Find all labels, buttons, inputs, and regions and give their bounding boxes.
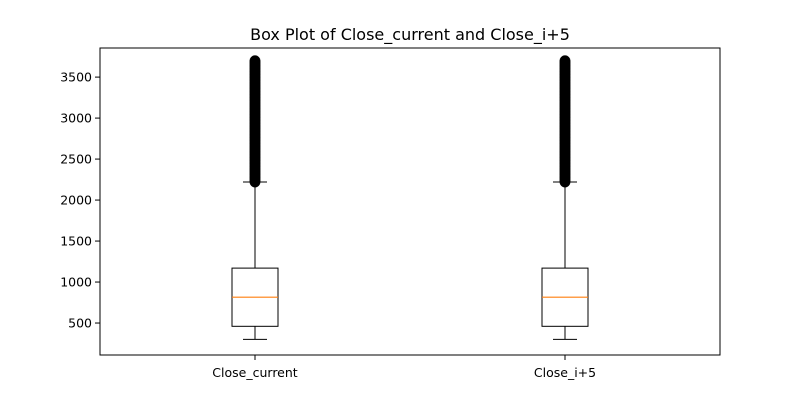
plot-area-frame bbox=[99, 47, 721, 356]
x-axis: Close_current Close_i+5 bbox=[212, 355, 596, 380]
y-tick-label-500: 500 bbox=[68, 316, 92, 331]
box-series bbox=[231, 55, 589, 340]
x-tick-label-1: Close_i+5 bbox=[534, 365, 596, 380]
y-tick-label-2000: 2000 bbox=[60, 193, 92, 208]
y-axis: 500 1000 1500 2000 2500 3000 3500 bbox=[60, 70, 100, 331]
x-tick-label-0: Close_current bbox=[212, 365, 297, 380]
y-tick-label-3000: 3000 bbox=[60, 111, 92, 126]
y-tick-label-1500: 1500 bbox=[60, 234, 92, 249]
outliers-0 bbox=[249, 55, 261, 188]
outlier-point bbox=[249, 55, 261, 67]
y-tick-label-2500: 2500 bbox=[60, 152, 92, 167]
box-group-0 bbox=[231, 55, 279, 340]
outliers-1 bbox=[559, 55, 571, 188]
chart-title: Box Plot of Close_current and Close_i+5 bbox=[250, 25, 570, 45]
box-group-1 bbox=[541, 55, 589, 340]
y-tick-label-1000: 1000 bbox=[60, 275, 92, 290]
outlier-point bbox=[559, 55, 571, 67]
y-tick-label-3500: 3500 bbox=[60, 70, 92, 85]
